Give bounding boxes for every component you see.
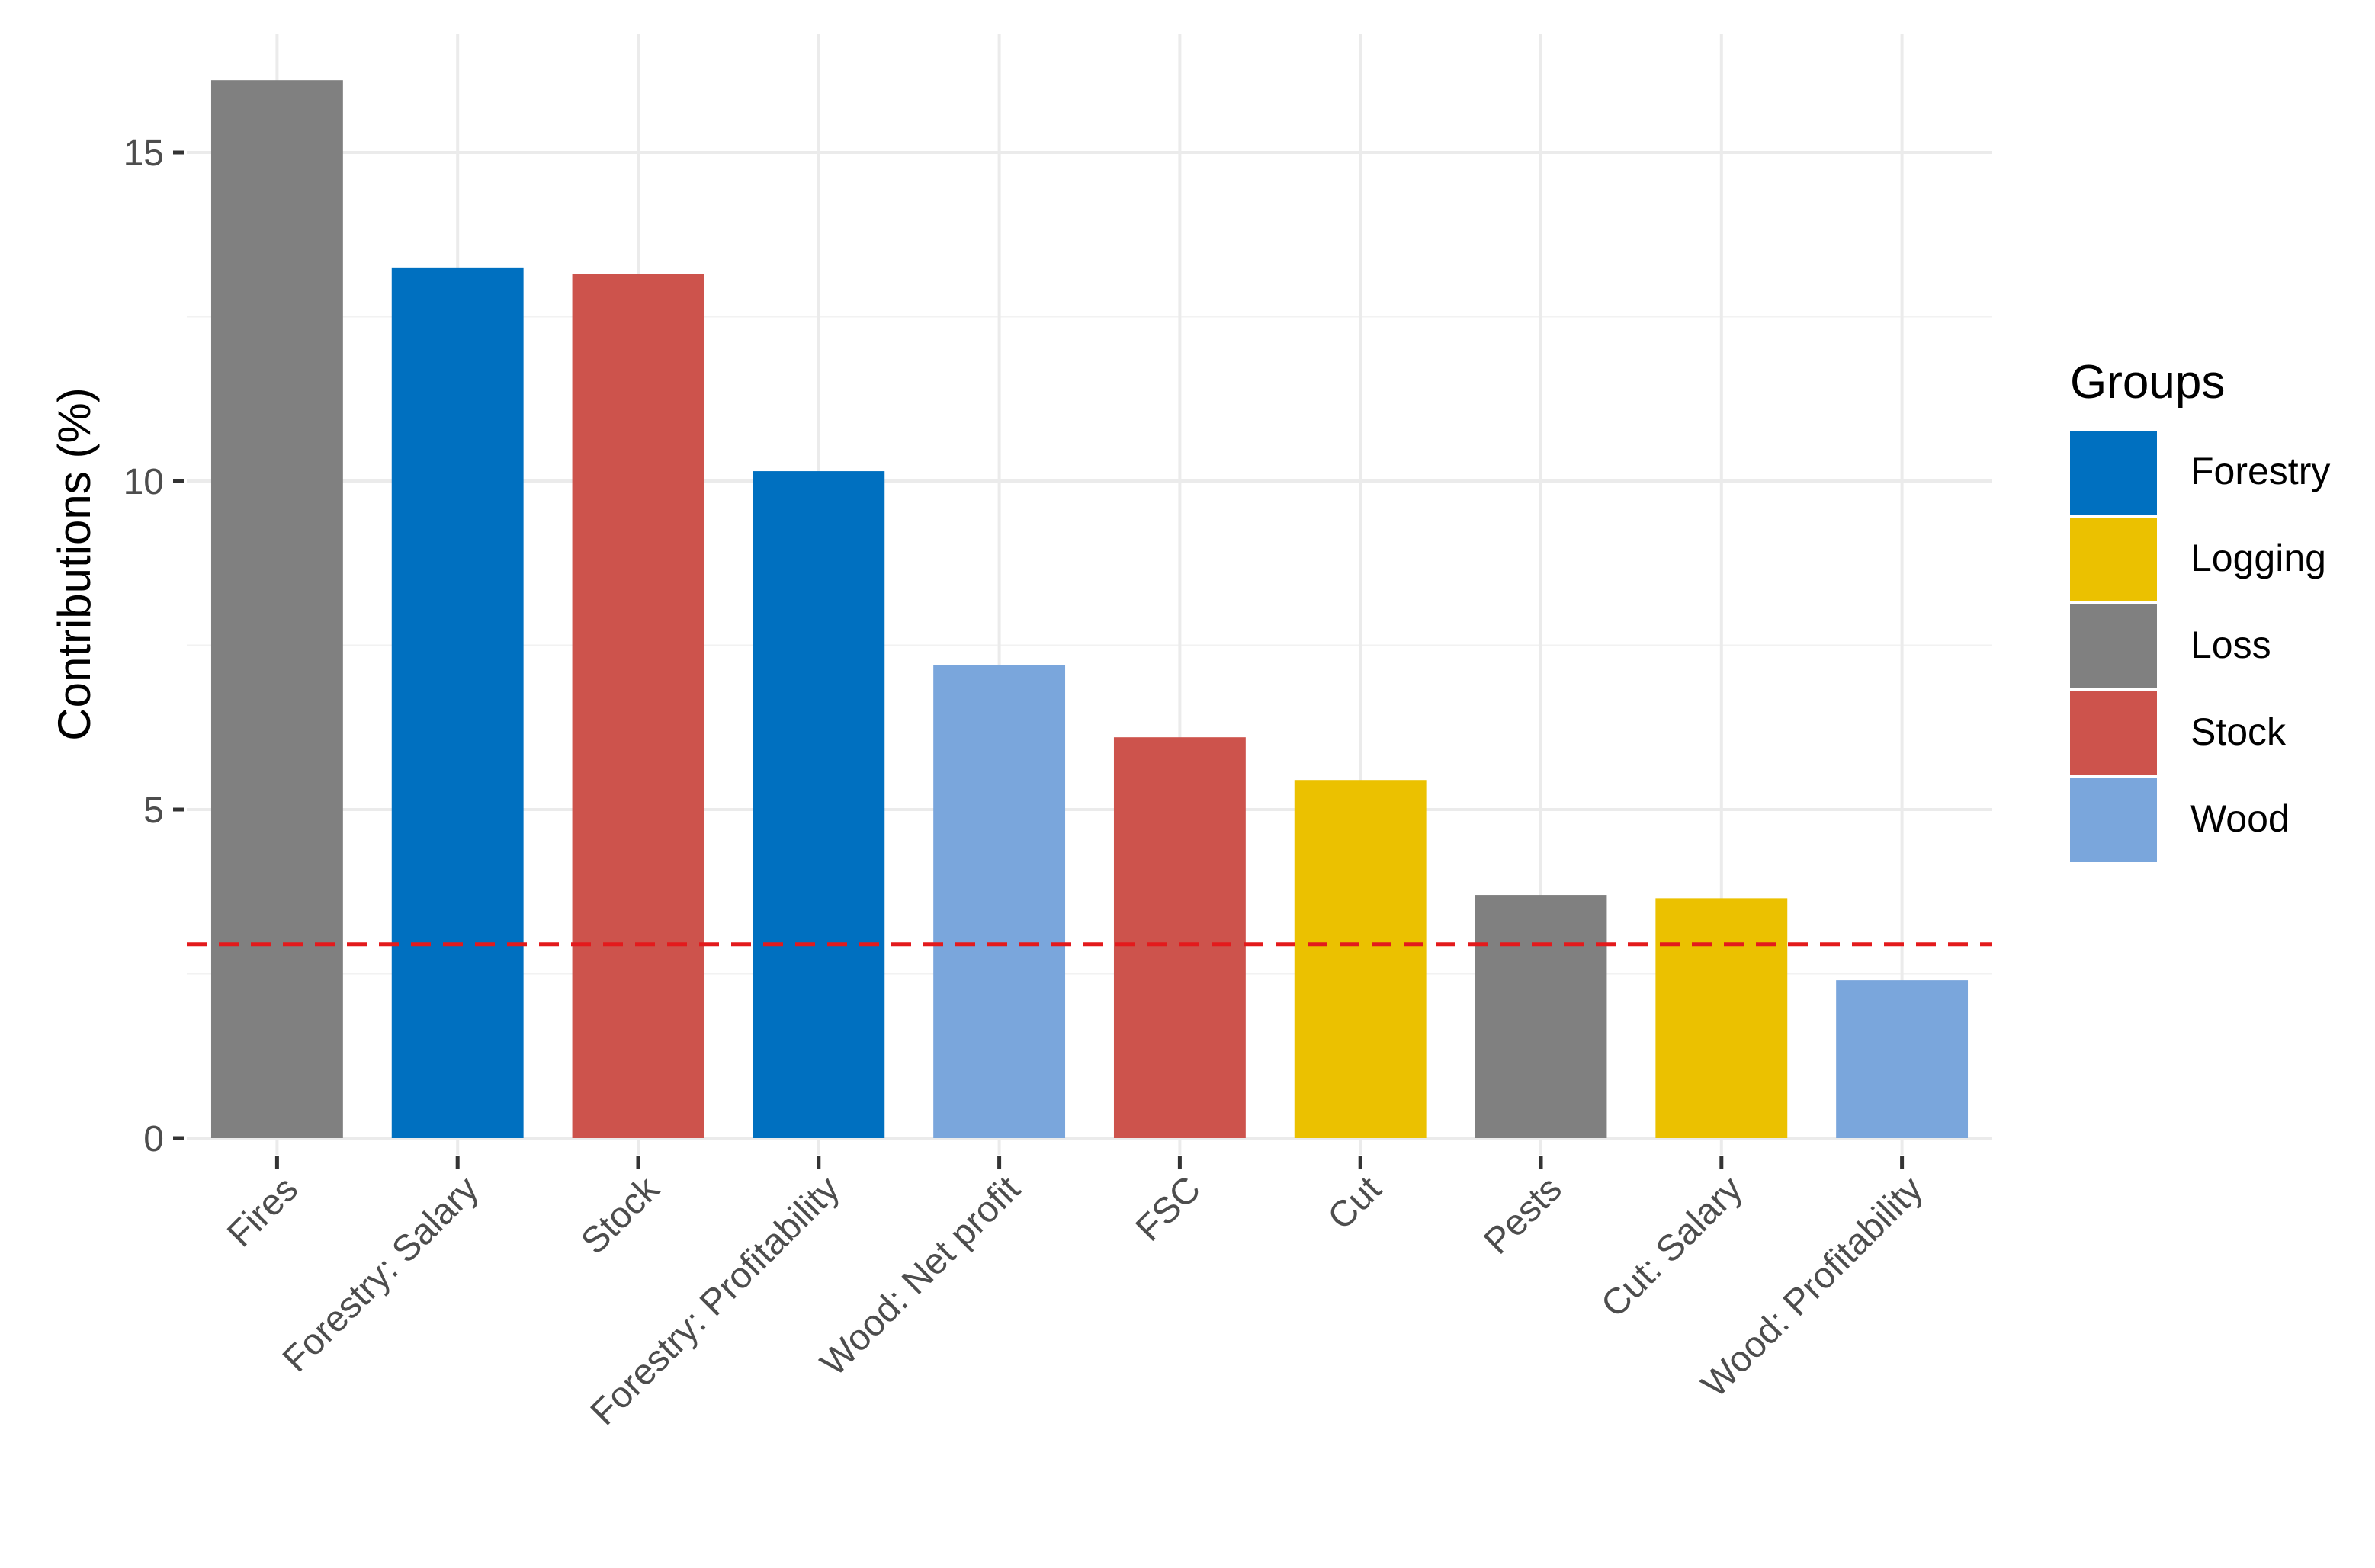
legend-label-wood: Wood — [2190, 797, 2290, 840]
x-tick-label: Stock — [573, 1169, 667, 1262]
y-tick-label: 5 — [143, 790, 164, 831]
bar-cut-salary — [1655, 898, 1788, 1138]
bar-wood-profitability — [1836, 980, 1969, 1138]
bar-stock — [572, 274, 704, 1139]
legend-label-logging: Logging — [2190, 537, 2326, 579]
x-tick-label: Fires — [220, 1169, 306, 1255]
legend-title: Groups — [2070, 356, 2225, 409]
bar-forestry-profitability — [753, 471, 885, 1138]
y-tick-label: 15 — [124, 133, 164, 174]
legend-key-logging — [2070, 518, 2157, 601]
bar-wood-net-profit — [933, 665, 1066, 1138]
x-tick-label: Pests — [1476, 1169, 1569, 1262]
y-axis-title: Contributions (%) — [49, 387, 100, 741]
bar-pests — [1475, 895, 1607, 1138]
y-tick-label: 10 — [124, 462, 164, 502]
y-axis: 0 5 10 15 — [124, 133, 184, 1159]
legend-key-stock — [2070, 691, 2157, 775]
x-tick-label: Cut: Salary — [1593, 1169, 1750, 1325]
y-tick-label: 0 — [143, 1119, 164, 1159]
legend-label-forestry: Forestry — [2190, 450, 2330, 492]
bar-cut — [1294, 780, 1427, 1138]
x-tick-label: Cut — [1321, 1169, 1389, 1237]
legend-key-wood — [2070, 778, 2157, 862]
bar-fsc — [1113, 737, 1246, 1138]
bar-fires — [210, 80, 343, 1138]
bar-forestry-salary — [391, 267, 524, 1139]
x-tick-label: Forestry: Salary — [275, 1169, 486, 1380]
legend-label-stock: Stock — [2190, 710, 2287, 753]
x-tick-label: FSC — [1128, 1169, 1208, 1249]
legend-key-loss — [2070, 604, 2157, 688]
x-tick-label: Wood: Net profit — [813, 1169, 1028, 1384]
legend: Groups Forestry Logging Loss Stock Wood — [2070, 356, 2330, 862]
legend-label-loss: Loss — [2190, 624, 2271, 666]
legend-key-forestry — [2070, 431, 2157, 515]
bars — [210, 80, 1969, 1139]
